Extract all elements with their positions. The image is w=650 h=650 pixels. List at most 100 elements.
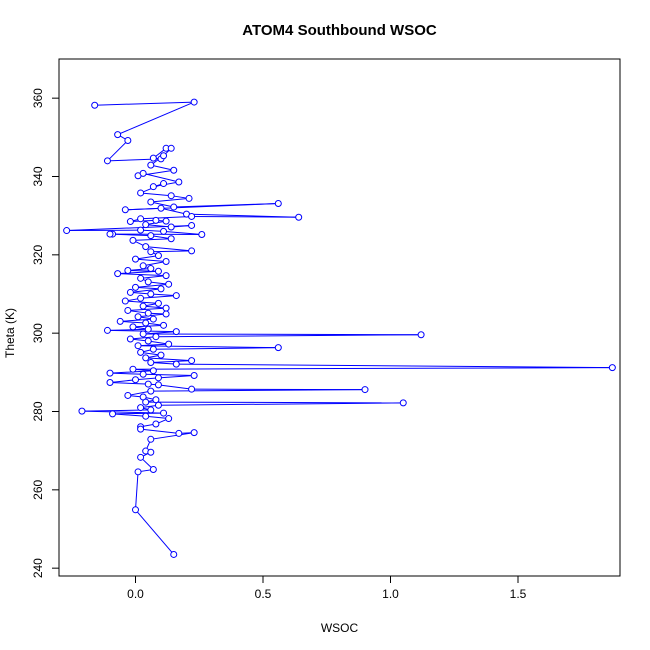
series-line-segment bbox=[191, 215, 299, 218]
data-point bbox=[142, 319, 150, 327]
data-point bbox=[160, 227, 168, 235]
x-tick-label: 1.0 bbox=[382, 587, 399, 601]
series-line-segment bbox=[132, 367, 613, 370]
series-line-segment bbox=[109, 379, 136, 384]
data-point bbox=[167, 223, 175, 231]
data-point bbox=[147, 232, 155, 240]
data-point bbox=[103, 157, 111, 165]
data-point bbox=[132, 283, 139, 291]
series-line-segment bbox=[160, 207, 187, 215]
y-tick-label: 260 bbox=[31, 480, 45, 500]
x-tick-label: 0.0 bbox=[127, 587, 144, 601]
data-point bbox=[162, 257, 170, 265]
data-point bbox=[124, 306, 132, 314]
data-point bbox=[175, 429, 183, 437]
y-tick-label: 280 bbox=[31, 401, 45, 421]
data-point bbox=[152, 216, 160, 224]
data-point bbox=[144, 380, 152, 388]
series-line-segment bbox=[112, 412, 164, 415]
data-point bbox=[149, 183, 157, 191]
data-point bbox=[149, 154, 157, 162]
data-point bbox=[121, 297, 129, 305]
series-line-segment bbox=[150, 197, 190, 203]
series-line-segment bbox=[140, 229, 164, 232]
data-point bbox=[154, 374, 162, 382]
series-line-segment bbox=[120, 318, 154, 322]
data-point bbox=[124, 391, 132, 399]
chart-title: ATOM4 Southbound WSOC bbox=[242, 22, 437, 39]
data-point bbox=[132, 506, 139, 514]
data-point bbox=[147, 387, 155, 395]
data-point bbox=[162, 217, 170, 225]
data-point bbox=[172, 292, 180, 300]
data-point bbox=[142, 221, 150, 229]
data-point bbox=[137, 189, 145, 197]
data-point bbox=[147, 448, 155, 456]
y-axis-title: Theta (K) bbox=[3, 308, 17, 358]
data-point bbox=[152, 333, 160, 341]
data-point bbox=[139, 169, 147, 177]
data-point bbox=[160, 321, 168, 329]
data-point bbox=[608, 364, 616, 372]
data-point bbox=[165, 280, 173, 288]
series-line-segment bbox=[135, 377, 159, 381]
plot-frame bbox=[58, 58, 621, 577]
data-point bbox=[165, 340, 173, 348]
data-point bbox=[361, 386, 369, 394]
series-line-segment bbox=[158, 384, 192, 390]
series-line-segment bbox=[109, 382, 149, 385]
data-point bbox=[152, 396, 160, 404]
series-points bbox=[63, 98, 616, 558]
data-point bbox=[399, 399, 407, 407]
data-point bbox=[154, 299, 162, 307]
data-point bbox=[137, 453, 145, 461]
data-point bbox=[149, 367, 157, 375]
series-line-segment bbox=[117, 273, 167, 277]
data-point bbox=[190, 429, 198, 437]
series-line-segment bbox=[150, 250, 192, 253]
series-line-segment bbox=[150, 362, 177, 365]
data-point bbox=[190, 98, 198, 106]
data-point bbox=[139, 302, 147, 310]
data-point bbox=[170, 203, 178, 211]
data-point bbox=[144, 309, 152, 317]
data-point bbox=[106, 379, 114, 387]
series-line-segment bbox=[120, 320, 146, 324]
data-point bbox=[149, 465, 157, 473]
series-line-segment bbox=[140, 192, 172, 197]
data-point bbox=[165, 415, 173, 423]
data-point bbox=[154, 381, 162, 389]
data-point bbox=[137, 404, 145, 412]
data-point bbox=[126, 288, 134, 296]
series-line-segment bbox=[135, 283, 169, 288]
data-point bbox=[147, 435, 155, 443]
data-point bbox=[188, 357, 196, 365]
data-point bbox=[160, 152, 168, 160]
series-line-segment bbox=[140, 428, 179, 434]
data-point bbox=[137, 425, 145, 433]
data-point bbox=[154, 252, 162, 260]
series-line-segment bbox=[135, 471, 139, 510]
series-line-segment bbox=[158, 402, 404, 406]
data-point bbox=[185, 194, 193, 202]
data-point bbox=[172, 360, 180, 368]
series-line-segment bbox=[127, 307, 167, 311]
data-point bbox=[147, 198, 155, 206]
data-point bbox=[137, 348, 145, 356]
series-line-segment bbox=[138, 313, 167, 318]
data-point bbox=[190, 371, 198, 379]
data-point bbox=[167, 192, 175, 200]
series-line-segment bbox=[125, 207, 162, 211]
series-line-segment bbox=[130, 336, 156, 340]
data-point bbox=[142, 354, 150, 362]
data-point bbox=[137, 294, 145, 302]
data-point bbox=[160, 180, 168, 188]
data-point bbox=[147, 161, 155, 169]
series-line-segment bbox=[145, 246, 192, 252]
series-line-segment bbox=[153, 347, 279, 350]
data-point bbox=[139, 370, 147, 378]
data-point bbox=[137, 215, 145, 223]
data-point bbox=[149, 315, 157, 323]
data-point bbox=[157, 204, 165, 212]
data-point bbox=[132, 255, 139, 263]
